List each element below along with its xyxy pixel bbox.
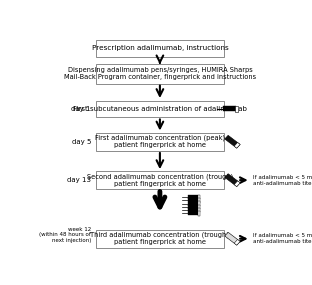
Bar [188, 208, 198, 212]
Bar [198, 208, 200, 212]
Bar [223, 106, 236, 111]
FancyBboxPatch shape [96, 101, 224, 117]
FancyBboxPatch shape [96, 171, 224, 189]
Bar [188, 202, 198, 205]
Text: Prescription adalimumab, instructions: Prescription adalimumab, instructions [91, 46, 228, 52]
Bar [225, 232, 240, 245]
Bar [198, 195, 200, 199]
Bar [198, 198, 200, 203]
Text: week 12
(within 48 hours of
next injection): week 12 (within 48 hours of next injecti… [39, 227, 91, 243]
Text: day 13: day 13 [67, 177, 91, 183]
Text: First adalimumab concentration (peak)
patient fingerprick at home: First adalimumab concentration (peak) pa… [95, 135, 225, 148]
Bar [188, 211, 198, 215]
Bar [198, 205, 200, 209]
Text: day 5: day 5 [72, 139, 91, 145]
FancyBboxPatch shape [96, 40, 224, 57]
Bar [198, 211, 200, 216]
Bar [188, 198, 198, 202]
Bar [188, 205, 198, 209]
Bar [225, 174, 240, 187]
Bar [225, 135, 240, 148]
Bar [234, 142, 240, 148]
FancyBboxPatch shape [96, 64, 224, 84]
Text: If adalimumab < 5 mg/L
anti-adalimumab titer: If adalimumab < 5 mg/L anti-adalimumab t… [252, 175, 312, 186]
FancyBboxPatch shape [96, 230, 224, 248]
Text: Dispensing adalimumab pens/syringes, HUMIRA Sharps
Mail-Back Program container, : Dispensing adalimumab pens/syringes, HUM… [64, 67, 256, 80]
Bar [198, 201, 200, 206]
Text: day 1: day 1 [71, 106, 91, 112]
Bar [235, 106, 238, 112]
Bar [234, 239, 240, 245]
Text: First subcutaneous administration of adalimumab: First subcutaneous administration of ada… [73, 106, 247, 112]
Text: If adalimumab < 5 mg/L
anti-adalimumab titer: If adalimumab < 5 mg/L anti-adalimumab t… [252, 233, 312, 244]
Text: Second adalimumab concentration (trough)
patient fingerprick at home: Second adalimumab concentration (trough)… [87, 173, 233, 187]
Text: Third adalimumab concentration (trough)
patient fingerprick at home: Third adalimumab concentration (trough) … [90, 232, 229, 245]
Bar [234, 181, 240, 187]
FancyBboxPatch shape [96, 133, 224, 151]
Bar [188, 195, 198, 199]
